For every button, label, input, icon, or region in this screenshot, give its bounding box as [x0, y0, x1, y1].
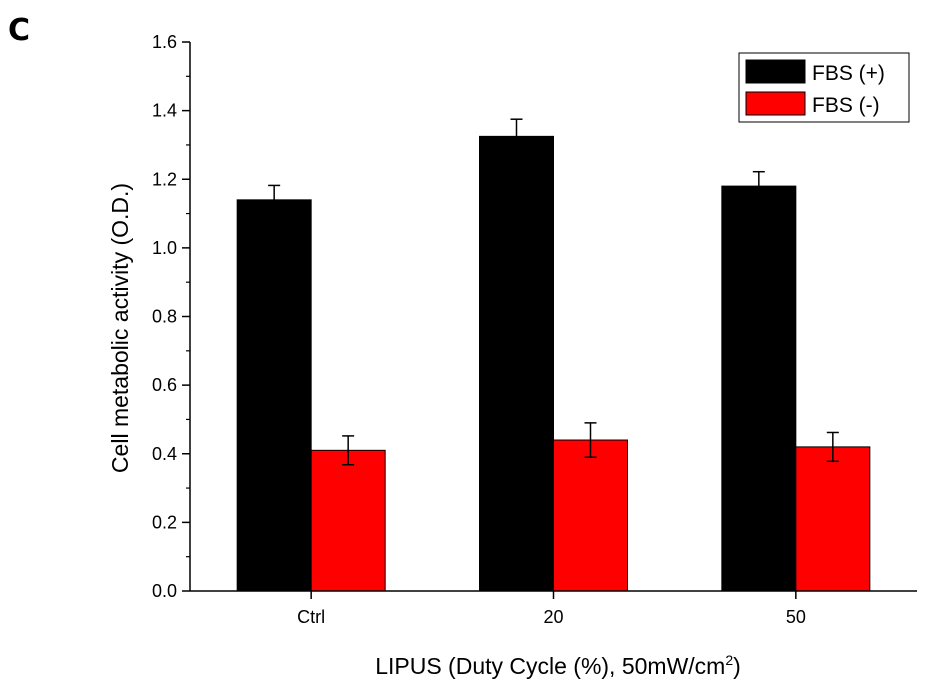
y-tick-label: 0.6: [152, 375, 177, 395]
y-tick-label: 1.2: [152, 169, 177, 189]
x-axis-title-close: ): [733, 653, 741, 679]
bar-fbs-minus-50: [796, 447, 870, 591]
x-tick-label: 50: [786, 607, 806, 627]
bar-fbs-minus-20: [554, 440, 628, 591]
legend: FBS (+) FBS (-): [739, 53, 909, 122]
bar-fbs-plus-50: [722, 186, 796, 591]
y-tick-label: 1.0: [152, 238, 177, 258]
panel-label: C: [8, 13, 30, 48]
y-tick-label: 0.2: [152, 512, 177, 532]
x-axis-title: LIPUS (Duty Cycle (%), 50mW/cm2): [375, 652, 741, 679]
y-axis-title: Cell metabolic activity (O.D.): [107, 183, 133, 473]
bar-fbs-minus-ctrl: [311, 450, 385, 591]
x-axis: Ctrl 20 50: [190, 591, 917, 627]
x-tick-label: Ctrl: [297, 607, 325, 627]
legend-label-fbs-minus: FBS (-): [812, 94, 880, 117]
legend-label-fbs-plus: FBS (+): [812, 62, 885, 85]
y-tick-label: 0.0: [152, 581, 177, 601]
x-axis-title-main: LIPUS (Duty Cycle (%), 50mW/cm: [375, 653, 725, 679]
y-tick-label: 1.4: [152, 101, 177, 121]
bars-group: [237, 136, 870, 591]
y-tick-label: 1.6: [152, 32, 177, 52]
x-tick-label: 20: [543, 607, 563, 627]
y-axis: 0.0 0.2 0.4 0.6 0.8 1.0 1.2 1.4 1.6: [152, 32, 190, 601]
bar-fbs-plus-20: [480, 136, 554, 591]
x-axis-title-superscript: 2: [725, 652, 733, 668]
y-tick-label: 0.8: [152, 307, 177, 327]
y-tick-label: 0.4: [152, 444, 177, 464]
legend-swatch-fbs-plus: [746, 60, 805, 83]
legend-swatch-fbs-minus: [746, 92, 805, 115]
bar-fbs-plus-ctrl: [237, 200, 311, 591]
